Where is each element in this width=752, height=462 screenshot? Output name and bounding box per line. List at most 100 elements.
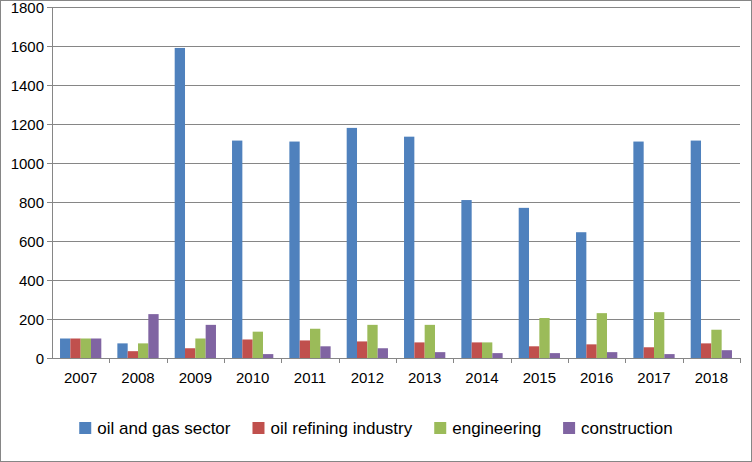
y-tick (47, 202, 52, 203)
bar (461, 200, 471, 358)
bar (425, 325, 435, 358)
bar (414, 342, 424, 358)
chart: 0200400600800100012001400160018002007200… (0, 0, 752, 462)
y-tick (47, 358, 52, 359)
bar (70, 339, 80, 359)
legend-label: construction (581, 419, 673, 438)
bar (576, 232, 586, 358)
y-tick-label: 1000 (11, 155, 44, 172)
bar (357, 341, 367, 358)
grid-line (52, 7, 740, 8)
x-tick-label: 2011 (294, 369, 326, 386)
x-tick-label: 2008 (121, 369, 154, 386)
y-tick-label: 800 (19, 194, 44, 211)
bar (550, 353, 560, 358)
bar (586, 344, 596, 358)
x-tick-label: 2010 (236, 369, 269, 386)
bar (195, 339, 205, 359)
x-tick-label: 2012 (351, 369, 384, 386)
bar (607, 352, 617, 358)
y-tick-label: 1600 (11, 38, 44, 55)
x-tick-label: 2018 (695, 369, 728, 386)
x-tick (396, 358, 397, 363)
x-tick-label: 2013 (408, 369, 441, 386)
y-tick (47, 163, 52, 164)
bar (128, 351, 138, 358)
legend-label: oil refining industry (270, 419, 412, 438)
legend-swatch (79, 422, 91, 434)
y-tick (47, 46, 52, 47)
x-tick (568, 358, 569, 363)
x-tick (109, 358, 110, 363)
bars (60, 48, 732, 358)
bar (206, 325, 216, 358)
y-axis (52, 7, 53, 358)
bar (492, 353, 502, 358)
grid-line (52, 124, 740, 125)
bar (263, 354, 273, 358)
bar (539, 318, 549, 358)
bar (60, 339, 70, 359)
x-tick (740, 358, 741, 363)
y-tick (47, 241, 52, 242)
bar (289, 142, 299, 358)
y-tick-label: 1800 (11, 0, 44, 16)
x-tick-label: 2016 (580, 369, 613, 386)
bar (435, 352, 445, 358)
x-tick (683, 358, 684, 363)
legend-label: oil and gas sector (97, 419, 231, 438)
x-tick (281, 358, 282, 363)
bar (664, 354, 674, 358)
bar (644, 347, 654, 358)
bar (185, 348, 195, 358)
y-tick (47, 280, 52, 281)
x-tick-label: 2015 (523, 369, 556, 386)
x-tick-label: 2007 (64, 369, 97, 386)
legend-swatch (252, 422, 264, 434)
bar (519, 208, 529, 358)
x-tick (511, 358, 512, 363)
bar (597, 313, 607, 358)
bar (691, 141, 701, 358)
y-tick (47, 319, 52, 320)
bar (138, 343, 148, 358)
x-tick (625, 358, 626, 363)
bar (367, 325, 377, 358)
bar (347, 128, 357, 358)
bar (482, 342, 492, 358)
bar (633, 142, 643, 358)
y-tick-label: 0 (36, 350, 44, 367)
x-tick (224, 358, 225, 363)
y-tick-label: 1400 (11, 77, 44, 94)
legend: oil and gas sector oil refining industry e… (79, 419, 673, 438)
bar (232, 141, 242, 358)
x-tick-label: 2014 (465, 369, 498, 386)
y-tick (47, 124, 52, 125)
bar (320, 346, 330, 358)
legend-swatch (434, 422, 446, 434)
bar (253, 332, 263, 358)
y-tick-label: 200 (19, 311, 44, 328)
bar (378, 348, 388, 358)
x-tick (453, 358, 454, 363)
x-tick-label: 2017 (637, 369, 670, 386)
bar (711, 330, 721, 358)
legend-label: engineering (452, 419, 541, 438)
chart-border (1, 1, 752, 462)
bar (529, 346, 539, 358)
bar (117, 343, 127, 358)
bar (242, 339, 252, 358)
bar (472, 342, 482, 358)
bar (701, 343, 711, 358)
bar (81, 339, 91, 359)
bar (148, 314, 158, 358)
y-tick-label: 400 (19, 272, 44, 289)
y-tick-label: 600 (19, 233, 44, 250)
bar (91, 339, 101, 359)
bar (654, 312, 664, 358)
y-tick (47, 85, 52, 86)
grid-line (52, 85, 740, 86)
bar (300, 340, 310, 358)
bar (722, 350, 732, 358)
x-tick (339, 358, 340, 363)
